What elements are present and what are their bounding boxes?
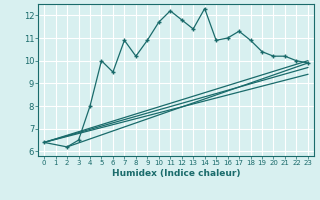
X-axis label: Humidex (Indice chaleur): Humidex (Indice chaleur) [112,169,240,178]
